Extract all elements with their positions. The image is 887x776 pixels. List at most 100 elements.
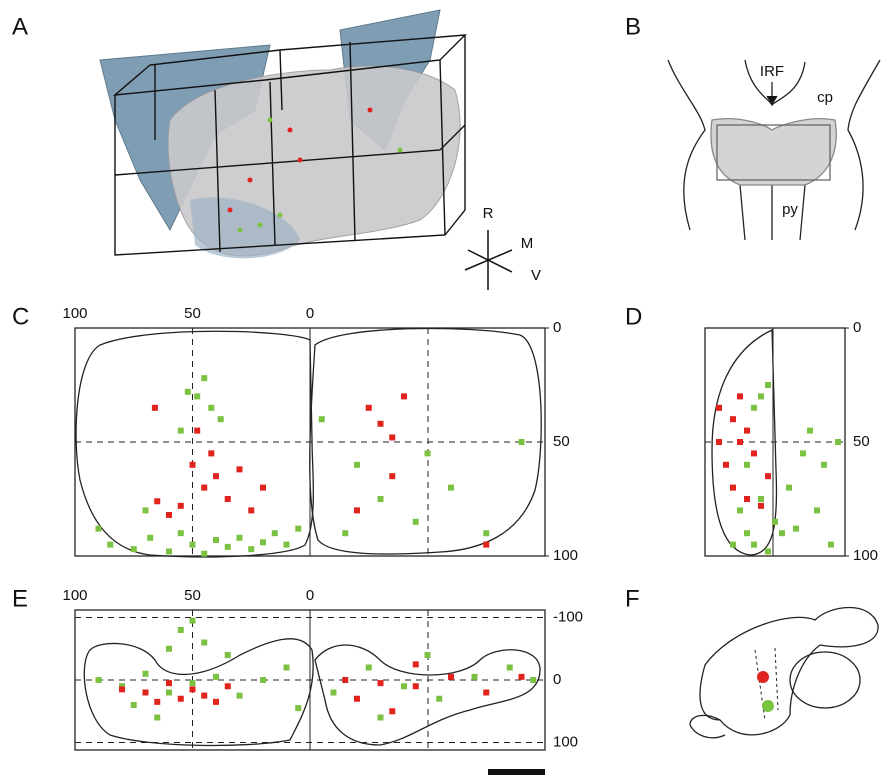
data-point — [143, 507, 149, 513]
data-point — [237, 693, 243, 699]
x-tick-label: 50 — [184, 587, 201, 604]
data-point — [448, 674, 454, 680]
data-point — [716, 439, 722, 445]
data-point — [154, 699, 160, 705]
x-tick-label: 0 — [306, 305, 314, 322]
panel-b-drawing — [668, 60, 880, 240]
data-point — [821, 462, 827, 468]
anatomy-label: IRF — [760, 63, 784, 80]
panel-label: B — [625, 13, 641, 40]
data-point — [166, 646, 172, 652]
data-point — [737, 507, 743, 513]
data-point — [96, 526, 102, 532]
data-point — [779, 530, 785, 536]
data-point — [730, 542, 736, 548]
data-point — [190, 618, 196, 624]
data-point — [758, 393, 764, 399]
data-point — [716, 405, 722, 411]
panel-label: E — [12, 585, 28, 612]
data-point — [201, 375, 207, 381]
orientation-label: M — [521, 235, 534, 252]
data-point — [143, 690, 149, 696]
data-point — [342, 530, 348, 536]
data-point — [185, 389, 191, 395]
data-point — [260, 485, 266, 491]
panel-label: C — [12, 303, 29, 330]
y-tick-label: 100 — [853, 547, 878, 564]
data-point — [225, 683, 231, 689]
data-point — [413, 519, 419, 525]
data-point — [786, 485, 792, 491]
data-point — [354, 462, 360, 468]
data-point — [213, 674, 219, 680]
data-point — [166, 512, 172, 518]
data-point — [319, 416, 325, 422]
data-point — [342, 677, 348, 683]
y-tick-label: 50 — [853, 433, 870, 450]
y-tick-label: 100 — [553, 733, 578, 750]
data-point — [225, 544, 231, 550]
data-point — [225, 652, 231, 658]
data-point — [201, 693, 207, 699]
data-point — [751, 450, 757, 456]
data-point — [248, 546, 254, 552]
page: ABCDEFRMVIRFcppy100500050100050100100500… — [0, 0, 887, 776]
data-point — [131, 546, 137, 552]
data-point — [737, 393, 743, 399]
data-point — [331, 690, 337, 696]
data-point — [284, 542, 290, 548]
data-point — [201, 551, 207, 557]
data-point — [389, 708, 395, 714]
y-tick-label: 100 — [553, 547, 578, 564]
data-point — [107, 542, 113, 548]
data-point — [213, 537, 219, 543]
data-point — [166, 548, 172, 554]
data-point — [744, 428, 750, 434]
data-point — [793, 526, 799, 532]
data-point — [378, 421, 384, 427]
data-point — [730, 416, 736, 422]
data-point — [154, 715, 160, 721]
data-point — [828, 542, 834, 548]
data-point — [751, 405, 757, 411]
data-point — [378, 680, 384, 686]
data-point — [147, 535, 153, 541]
data-point — [436, 696, 442, 702]
anatomy-label: cp — [817, 89, 833, 106]
data-point — [131, 702, 137, 708]
data-point — [354, 696, 360, 702]
data-point — [178, 696, 184, 702]
data-point — [248, 507, 254, 513]
data-point — [425, 450, 431, 456]
data-point — [295, 526, 301, 532]
orientation-label: V — [531, 267, 541, 284]
x-tick-label: 0 — [306, 587, 314, 604]
data-point — [96, 677, 102, 683]
data-point — [178, 503, 184, 509]
data-point — [758, 496, 764, 502]
data-point — [765, 548, 771, 554]
data-point — [744, 462, 750, 468]
scale-bar — [488, 769, 545, 775]
data-point — [237, 466, 243, 472]
data-point — [772, 519, 778, 525]
x-tick-label: 100 — [62, 305, 87, 322]
data-point — [237, 535, 243, 541]
data-point — [260, 677, 266, 683]
data-point — [190, 542, 196, 548]
data-point — [389, 473, 395, 479]
data-point — [413, 683, 419, 689]
data-point — [483, 530, 489, 536]
data-point — [190, 680, 196, 686]
data-point — [218, 416, 224, 422]
data-point — [166, 690, 172, 696]
data-point — [166, 680, 172, 686]
data-point — [378, 715, 384, 721]
data-point — [178, 627, 184, 633]
data-point — [765, 473, 771, 479]
data-point — [751, 542, 757, 548]
data-point — [507, 665, 513, 671]
y-tick-label: 0 — [853, 319, 861, 336]
data-point — [284, 665, 290, 671]
data-point — [448, 485, 454, 491]
